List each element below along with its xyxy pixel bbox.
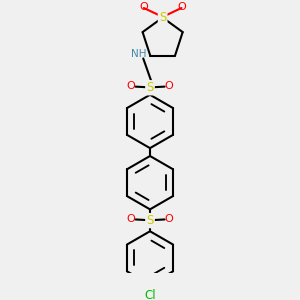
Text: O: O <box>164 81 173 91</box>
Text: S: S <box>146 81 154 94</box>
Text: O: O <box>178 2 186 12</box>
Text: O: O <box>127 214 136 224</box>
Text: NH: NH <box>131 49 147 59</box>
Text: O: O <box>139 2 148 12</box>
Text: Cl: Cl <box>144 289 156 300</box>
Text: S: S <box>159 11 166 24</box>
Text: O: O <box>127 81 136 91</box>
Text: O: O <box>164 214 173 224</box>
Text: S: S <box>146 214 154 227</box>
